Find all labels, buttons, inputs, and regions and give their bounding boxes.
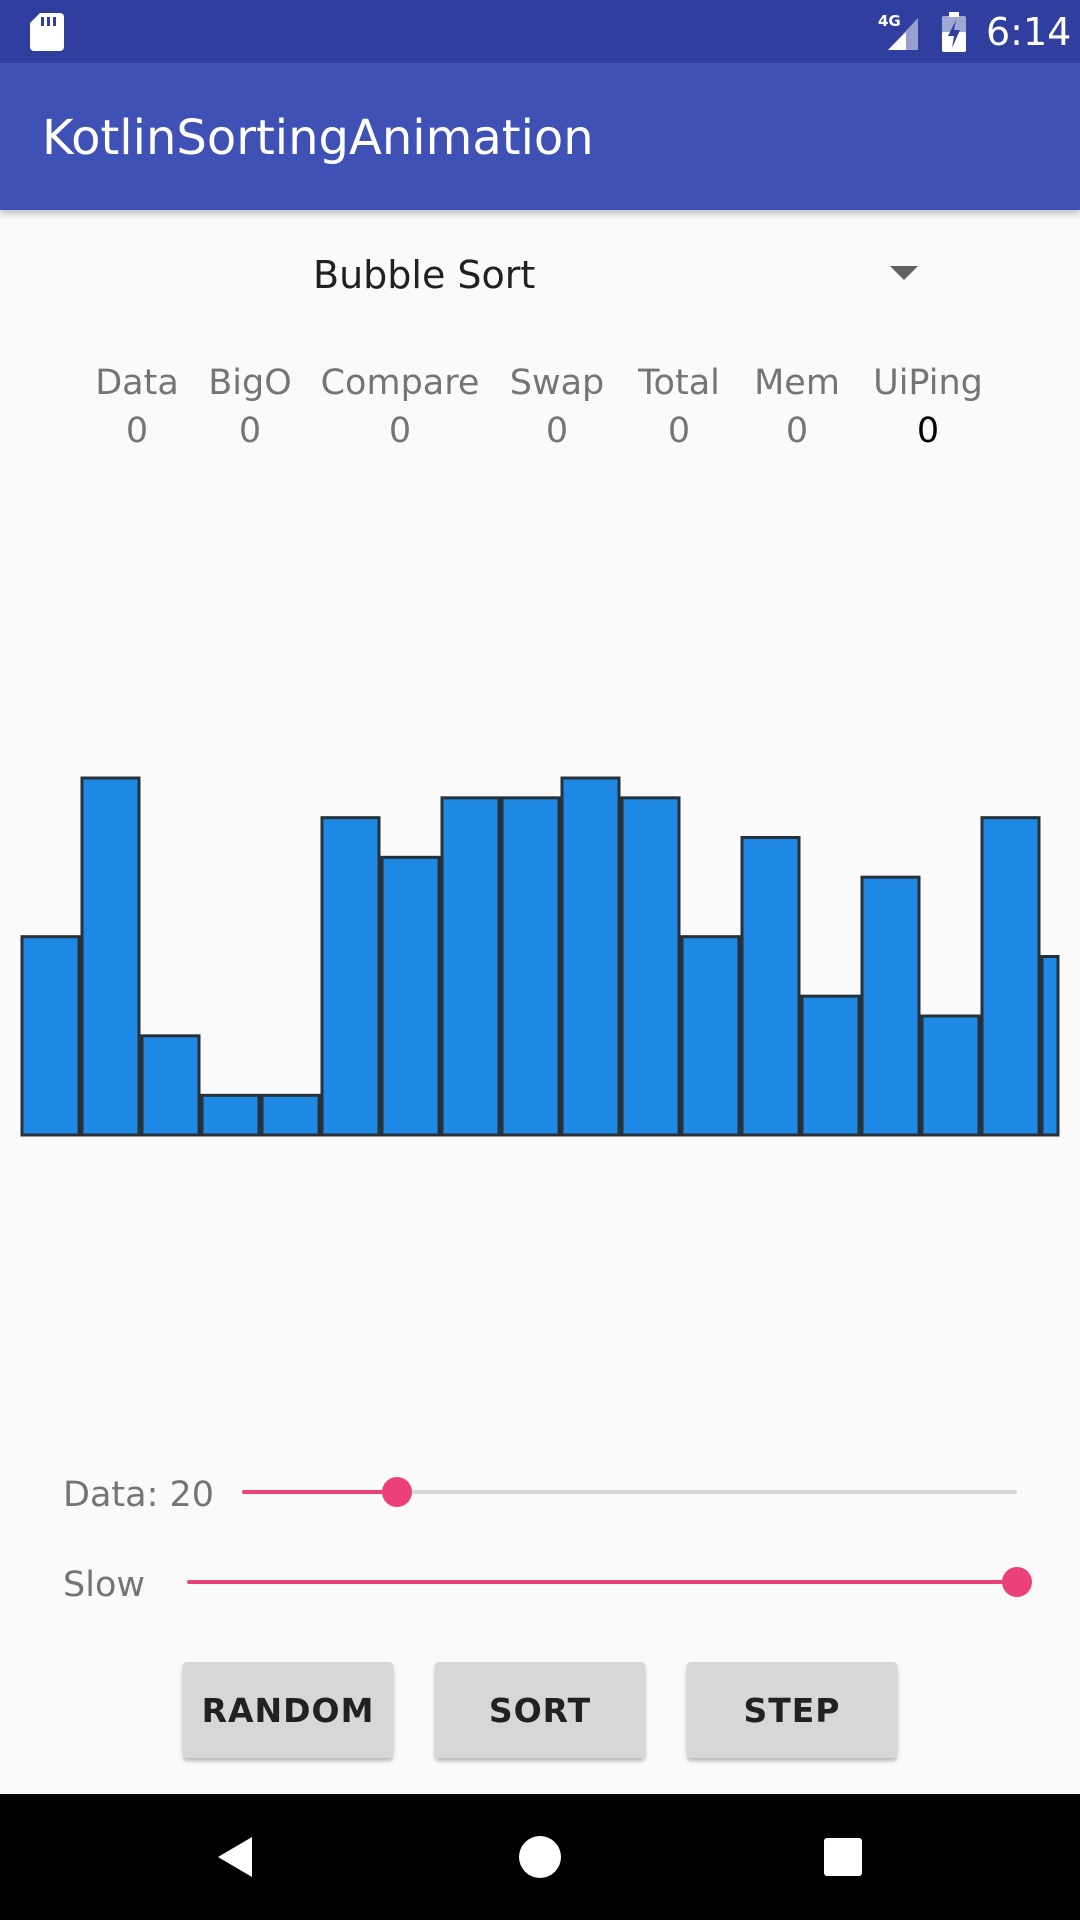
stat-bigo: BigO 0 <box>208 360 292 456</box>
bar <box>200 1093 261 1137</box>
stat-swap-value: 0 <box>545 411 569 451</box>
data-count-slider[interactable] <box>242 1472 1017 1512</box>
recents-icon[interactable] <box>818 1832 868 1882</box>
algorithm-spinner[interactable]: Bubble Sort <box>300 240 940 310</box>
data-count-label: Data: 20 <box>63 1475 215 1515</box>
bar <box>740 836 801 1137</box>
stat-data-label: Data <box>95 363 179 403</box>
status-time: 6:14 <box>986 10 1072 54</box>
algorithm-spinner-value: Bubble Sort <box>313 253 536 297</box>
bar <box>1040 955 1060 1137</box>
signal-4g-icon: 4G <box>878 12 918 50</box>
stat-bigo-label: BigO <box>208 363 292 403</box>
stat-data: Data 0 <box>95 360 179 456</box>
stat-data-value: 0 <box>125 411 149 451</box>
stat-mem: Mem 0 <box>754 360 840 456</box>
bar <box>920 1014 981 1137</box>
stat-bigo-value: 0 <box>238 411 262 451</box>
stat-total-value: 0 <box>667 411 691 451</box>
battery-charging-icon <box>942 12 966 52</box>
bar <box>440 796 501 1137</box>
sorting-bar-chart <box>20 776 1060 1137</box>
stat-compare: Compare 0 <box>321 360 480 456</box>
bar <box>140 1034 201 1137</box>
sort-button[interactable]: SORT <box>435 1662 645 1758</box>
random-button[interactable]: RANDOM <box>183 1662 393 1758</box>
bar <box>680 935 741 1137</box>
stat-mem-value: 0 <box>785 411 809 451</box>
speed-fill <box>187 1580 1017 1584</box>
app-bar: KotlinSortingAnimation <box>0 63 1080 210</box>
bar <box>620 796 681 1137</box>
stat-total: Total 0 <box>638 360 720 456</box>
stat-uiping: UiPing 0 <box>873 360 983 456</box>
stat-total-label: Total <box>638 363 720 403</box>
speed-label: Slow <box>63 1565 145 1605</box>
navigation-bar <box>0 1794 1080 1920</box>
bar <box>320 816 381 1137</box>
app-title: KotlinSortingAnimation <box>42 110 594 166</box>
bar <box>380 855 441 1137</box>
network-type-label: 4G <box>878 12 901 30</box>
bar <box>500 796 561 1137</box>
step-button[interactable]: STEP <box>687 1662 897 1758</box>
stat-compare-value: 0 <box>388 411 412 451</box>
bar <box>560 776 621 1137</box>
bar <box>860 875 921 1137</box>
back-icon[interactable] <box>212 1832 262 1882</box>
stat-mem-label: Mem <box>754 363 840 403</box>
stat-swap-label: Swap <box>509 363 605 403</box>
stat-uiping-value: 0 <box>916 411 940 451</box>
home-icon[interactable] <box>515 1832 565 1882</box>
bar <box>20 935 81 1137</box>
speed-thumb[interactable] <box>1002 1567 1032 1597</box>
stat-swap: Swap 0 <box>510 360 605 456</box>
bar <box>80 776 141 1137</box>
status-bar: 4G 6:14 <box>0 0 1080 63</box>
bar <box>980 816 1041 1137</box>
data-count-fill <box>242 1490 397 1494</box>
bar <box>800 994 861 1137</box>
bar <box>260 1093 321 1137</box>
speed-slider[interactable] <box>187 1562 1032 1602</box>
stat-uiping-label: UiPing <box>873 363 983 403</box>
sd-card-icon <box>30 13 64 51</box>
data-count-thumb[interactable] <box>382 1477 412 1507</box>
data-count-track <box>242 1490 1017 1494</box>
dropdown-arrow-icon <box>890 266 918 280</box>
stat-compare-label: Compare <box>320 363 480 403</box>
